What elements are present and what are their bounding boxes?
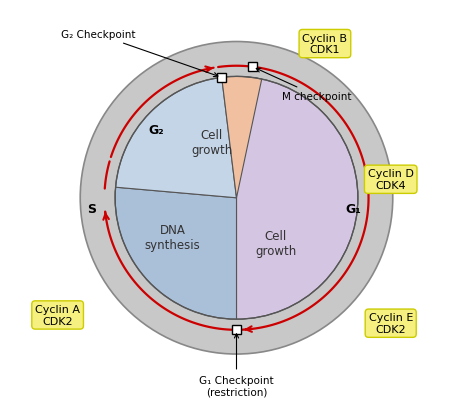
Text: Cyclin E
CDK2: Cyclin E CDK2 [368,313,413,334]
Bar [217,74,226,83]
Wedge shape [80,43,393,354]
Text: G₂: G₂ [149,124,164,137]
Text: G₁: G₁ [345,202,361,215]
Circle shape [115,77,358,319]
Text: G₁ Checkpoint
(restriction): G₁ Checkpoint (restriction) [199,334,274,396]
Wedge shape [236,77,358,319]
Wedge shape [115,188,236,319]
Bar [248,63,257,72]
Bar [232,325,241,335]
Text: Cyclin A
CDK2: Cyclin A CDK2 [35,304,80,326]
Text: Cyclin B
CDK1: Cyclin B CDK1 [302,34,347,55]
Text: Cell
growth: Cell growth [191,129,232,157]
Wedge shape [116,78,236,198]
Text: DNA
synthesis: DNA synthesis [145,223,201,251]
Text: Cyclin D
CDK4: Cyclin D CDK4 [368,169,414,191]
Wedge shape [222,77,262,198]
Text: G₂ Checkpoint: G₂ Checkpoint [61,31,218,78]
Text: S: S [87,202,96,215]
Text: Cell
growth: Cell growth [255,230,296,257]
Text: M checkpoint: M checkpoint [256,69,351,102]
